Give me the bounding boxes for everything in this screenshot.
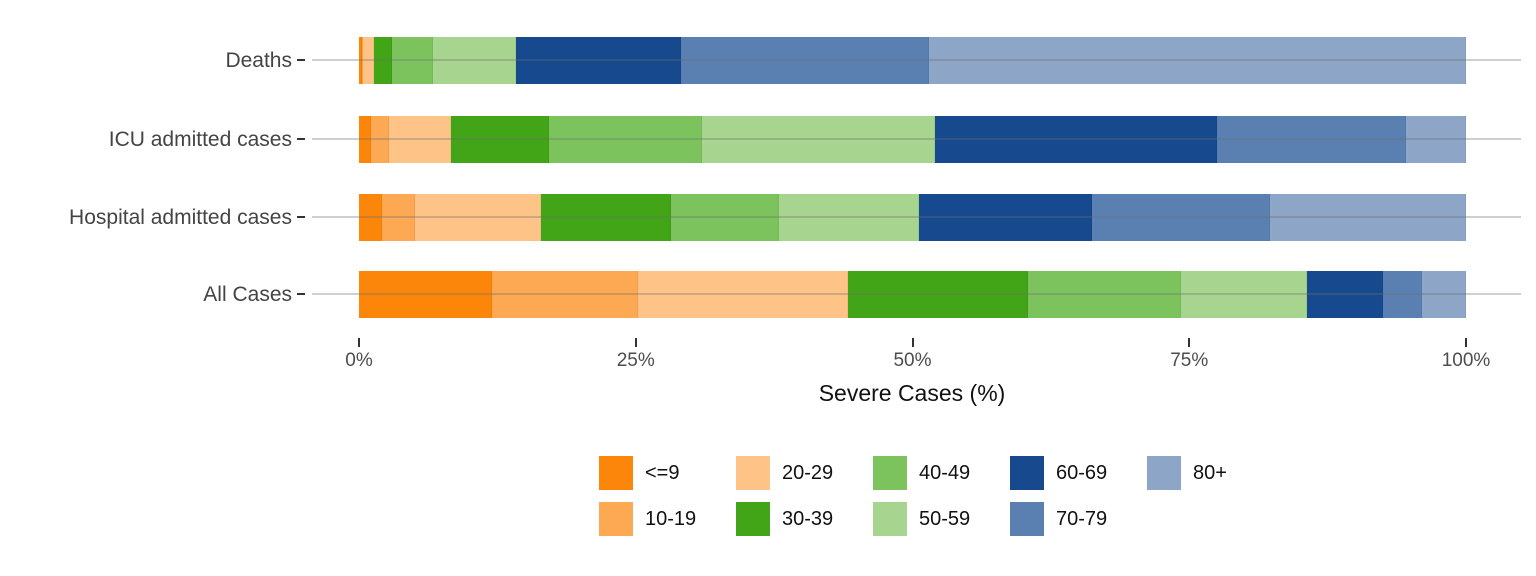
legend-label: 30-39 (782, 507, 834, 530)
bar-segment (1382, 270, 1422, 318)
bar-segment (415, 193, 541, 241)
x-tick-label: 50% (893, 350, 932, 371)
x-axis-tick (1188, 338, 1191, 347)
bar-segment (778, 193, 920, 241)
bar-segment (491, 270, 638, 318)
category-label: Deaths (225, 48, 292, 72)
legend-swatch (599, 456, 633, 490)
y-axis-tick (297, 59, 305, 61)
legend-label: 40-49 (919, 461, 971, 484)
legend-label: 60-69 (1056, 461, 1108, 484)
y-axis-tick (297, 138, 305, 140)
bar-segment (450, 115, 550, 163)
bar-segment (1421, 270, 1466, 318)
bar-segment (1306, 270, 1383, 318)
panel-gridline (312, 59, 1521, 61)
legend-swatch (1147, 456, 1181, 490)
legend-label: 50-59 (919, 507, 971, 530)
x-axis-title: Severe Cases (%) (818, 380, 1006, 406)
bar-segment (1270, 193, 1466, 241)
stacked-bar (359, 193, 1466, 241)
category-label: All Cases (203, 282, 292, 306)
x-axis-tick (1465, 338, 1467, 347)
bar-segment (1091, 193, 1270, 241)
stacked-bar (359, 115, 1466, 163)
bar-segment (681, 36, 930, 84)
legend-swatch (873, 502, 907, 536)
bar-segment (392, 36, 434, 84)
bar-segment (1406, 115, 1466, 163)
stacked-bar (359, 36, 1466, 84)
x-tick-label: 25% (616, 350, 655, 371)
x-axis-tick (911, 338, 914, 347)
legend-label: 80+ (1193, 461, 1227, 484)
stacked-bar (359, 270, 1466, 318)
legend-label: 70-79 (1056, 507, 1108, 530)
legend-swatch (1010, 456, 1044, 490)
legend-swatch (873, 456, 907, 490)
panel-gridline (312, 293, 1521, 295)
bar-segment (374, 36, 393, 84)
legend-item: <=9 (599, 456, 736, 490)
bar-segment (382, 193, 416, 241)
legend-swatch (736, 502, 770, 536)
legend-label: <=9 (645, 461, 680, 484)
legend-item: 10-19 (599, 502, 736, 536)
x-tick-label: 75% (1170, 350, 1209, 371)
bar-segment (1216, 115, 1407, 163)
bar-segment (371, 115, 389, 163)
legend-item: 30-39 (736, 502, 873, 536)
legend-item: 50-59 (873, 502, 1010, 536)
bar-segment (934, 115, 1217, 163)
bar-segment (540, 193, 672, 241)
bar-segment (433, 36, 517, 84)
legend-item: 20-29 (736, 456, 873, 490)
bar-segment (848, 270, 1028, 318)
bar-segment (363, 36, 375, 84)
bar-segment (359, 36, 363, 84)
x-axis-tick (358, 338, 360, 347)
bar-segment (637, 270, 849, 318)
legend-swatch (736, 456, 770, 490)
bar-segment (919, 193, 1092, 241)
bar-segment (359, 115, 372, 163)
category-label: Hospital admitted cases (69, 205, 292, 229)
bar-segment (516, 36, 682, 84)
x-axis-tick (634, 338, 637, 347)
bar-segment (929, 36, 1466, 84)
legend-item: 70-79 (1010, 502, 1147, 536)
legend-item: 60-69 (1010, 456, 1147, 490)
bar-segment (1027, 270, 1182, 318)
y-axis-tick (297, 216, 305, 218)
bar-segment (1181, 270, 1307, 318)
legend-label: 10-19 (645, 507, 697, 530)
bar-segment (359, 270, 492, 318)
legend-item: 80+ (1147, 456, 1284, 490)
bar-segment (671, 193, 779, 241)
x-tick-label: 100% (1441, 350, 1491, 371)
bar-segment (362, 36, 364, 84)
panel-gridline (312, 216, 1521, 218)
legend: <=9 10-19 20-29 30-39 40-49 50-59 60-69 70-79 80… (599, 456, 1284, 536)
legend-item: 40-49 (873, 456, 1010, 490)
panel-gridline (312, 138, 1521, 140)
bar-segment (388, 115, 451, 163)
bar-segment (702, 115, 935, 163)
bar-segment (359, 193, 383, 241)
bar-segment (549, 115, 703, 163)
legend-swatch (599, 502, 633, 536)
category-label: ICU admitted cases (108, 127, 292, 151)
y-axis-tick (297, 293, 305, 295)
x-tick-label: 0% (345, 350, 373, 371)
legend-label: 20-29 (782, 461, 834, 484)
legend-swatch (1010, 502, 1044, 536)
